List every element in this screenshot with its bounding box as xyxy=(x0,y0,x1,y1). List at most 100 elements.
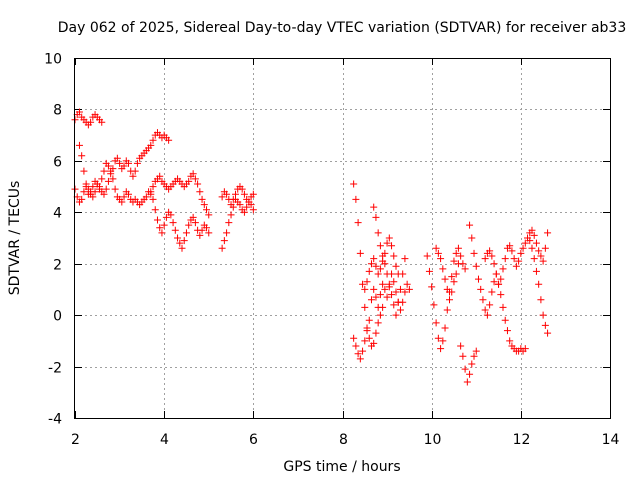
data-point xyxy=(517,249,525,257)
data-point xyxy=(116,159,124,167)
data-point xyxy=(376,242,384,250)
y-tick-label: -4 xyxy=(48,412,62,428)
data-point xyxy=(198,195,206,203)
series-trace-d xyxy=(147,188,213,252)
data-point xyxy=(528,226,536,234)
data-point xyxy=(432,244,440,252)
series-trace-p xyxy=(526,237,552,337)
x-tick-label: 2 xyxy=(71,432,80,448)
y-tick-label: 2 xyxy=(53,258,62,274)
data-point xyxy=(452,249,460,257)
data-point xyxy=(182,229,190,237)
data-point xyxy=(474,275,482,283)
data-point xyxy=(225,219,233,227)
data-point xyxy=(490,260,498,268)
data-point xyxy=(365,316,373,324)
data-point xyxy=(89,193,97,201)
data-point xyxy=(432,319,440,327)
data-point xyxy=(129,172,137,180)
data-point xyxy=(425,267,433,275)
data-point xyxy=(439,337,447,345)
data-point xyxy=(497,291,505,299)
data-point xyxy=(109,165,117,173)
data-point xyxy=(370,203,378,211)
y-tick-label: 10 xyxy=(44,52,62,68)
data-point xyxy=(441,324,449,332)
data-point xyxy=(450,278,458,286)
data-point xyxy=(506,242,514,250)
data-point xyxy=(169,219,177,227)
data-point xyxy=(236,201,244,209)
data-point xyxy=(109,175,117,183)
data-point xyxy=(100,190,108,198)
data-point xyxy=(359,280,367,288)
data-point xyxy=(385,280,393,288)
data-point xyxy=(443,285,451,293)
data-point xyxy=(376,265,384,273)
data-point xyxy=(374,229,382,237)
data-point xyxy=(544,329,552,337)
data-point xyxy=(158,229,166,237)
series-trace-h xyxy=(350,303,387,363)
gridlines xyxy=(75,58,610,418)
data-point xyxy=(457,252,465,260)
data-point xyxy=(93,180,101,188)
x-tick-label: 4 xyxy=(160,432,169,448)
data-point xyxy=(372,329,380,337)
data-point xyxy=(196,188,204,196)
data-point xyxy=(448,273,456,281)
x-tick-label: 6 xyxy=(249,432,258,448)
data-point xyxy=(352,342,360,350)
data-point xyxy=(98,175,106,183)
data-point xyxy=(247,201,255,209)
data-point xyxy=(151,206,159,214)
data-point xyxy=(539,257,547,265)
data-point xyxy=(82,180,90,188)
series-trace-l xyxy=(432,244,462,304)
data-point xyxy=(189,213,197,221)
data-point xyxy=(434,249,442,257)
data-point xyxy=(240,208,248,216)
data-point xyxy=(379,257,387,265)
data-point xyxy=(457,342,465,350)
data-point xyxy=(194,180,202,188)
data-point xyxy=(374,270,382,278)
data-point xyxy=(223,190,231,198)
data-point xyxy=(392,262,400,270)
data-point xyxy=(180,237,188,245)
data-point xyxy=(392,288,400,296)
data-point xyxy=(229,203,237,211)
y-tick-label: 4 xyxy=(53,206,62,222)
data-point xyxy=(479,296,487,304)
data-point xyxy=(383,293,391,301)
data-point xyxy=(466,370,474,378)
series-trace-m xyxy=(457,342,480,386)
data-point xyxy=(510,255,518,263)
data-point xyxy=(461,265,469,273)
data-point xyxy=(497,275,505,283)
data-point xyxy=(370,285,378,293)
data-point xyxy=(75,108,83,116)
data-point xyxy=(499,303,507,311)
data-point xyxy=(468,234,476,242)
series-trace-j xyxy=(361,234,402,293)
data-point xyxy=(361,285,369,293)
data-point xyxy=(107,170,115,178)
data-point xyxy=(488,252,496,260)
data-point xyxy=(365,267,373,275)
data-point xyxy=(167,211,175,219)
data-point xyxy=(78,152,86,160)
data-point xyxy=(454,260,462,268)
data-point xyxy=(363,278,371,286)
data-point xyxy=(508,247,516,255)
data-point xyxy=(113,154,121,162)
data-point xyxy=(203,224,211,232)
data-point xyxy=(486,247,494,255)
series-trace-e xyxy=(218,183,257,209)
data-point xyxy=(501,316,509,324)
series-trace-k xyxy=(423,244,469,353)
x-tick-label: 12 xyxy=(513,432,531,448)
data-point xyxy=(198,226,206,234)
data-point xyxy=(160,221,168,229)
y-tick-labels: -4 -2 0 2 4 6 8 10 xyxy=(44,52,62,428)
